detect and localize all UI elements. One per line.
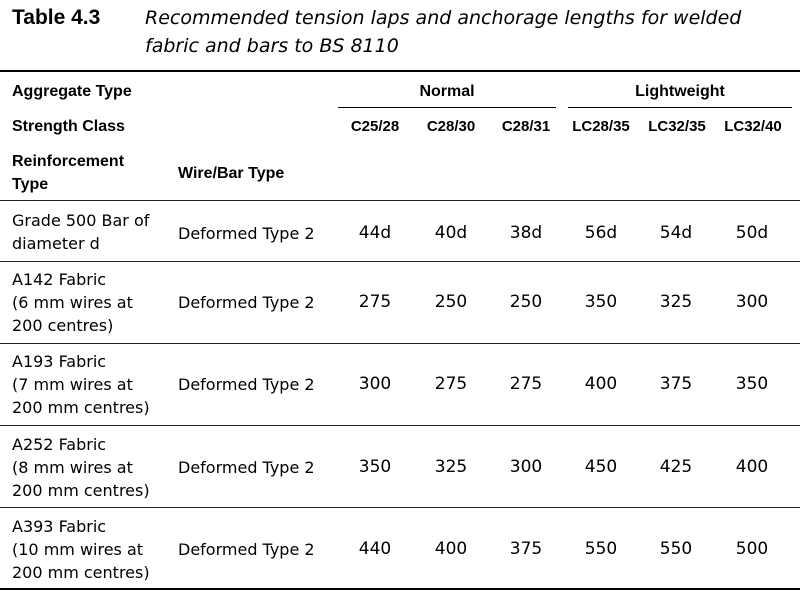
reinforcement-line: 200 mm centres) — [12, 481, 150, 500]
value-cell: 500 — [735, 539, 769, 559]
value-cell: 325 — [434, 457, 468, 477]
row-divider — [0, 507, 800, 508]
strength-class-header: Strength Class — [12, 118, 125, 135]
bottom-rule — [0, 588, 800, 590]
value-cell: 40d — [434, 223, 468, 243]
value-cell: 300 — [735, 292, 769, 312]
value-cell: 250 — [434, 292, 468, 312]
value-cell: 375 — [509, 539, 543, 559]
value-cell: 250 — [509, 292, 543, 312]
header-divider — [0, 200, 800, 201]
reinforcement-line: (10 mm wires at — [12, 540, 144, 559]
value-cell: 350 — [358, 457, 392, 477]
value-cell: 400 — [735, 457, 769, 477]
wire-bar-type-header: Wire/Bar Type — [178, 165, 285, 182]
reinforcement-cell: Grade 500 Bar of diameter d — [12, 209, 172, 255]
reinforcement-line: (8 mm wires at — [12, 458, 133, 477]
row-divider — [0, 425, 800, 426]
reinforcement-line: (7 mm wires at — [12, 375, 133, 394]
wire-bar-type-cell: Deformed Type 2 — [178, 224, 315, 243]
value-cell: 375 — [659, 374, 693, 394]
value-cell: 350 — [735, 374, 769, 394]
value-cell: 300 — [509, 457, 543, 477]
row-divider — [0, 261, 800, 262]
value-cell: 50d — [735, 223, 769, 243]
lightweight-group-underline — [568, 107, 792, 108]
class-header: LC32/40 — [724, 118, 782, 135]
wire-bar-type-cell: Deformed Type 2 — [178, 375, 315, 394]
value-cell: 275 — [434, 374, 468, 394]
value-cell: 275 — [509, 374, 543, 394]
value-cell: 44d — [358, 223, 392, 243]
value-cell: 425 — [659, 457, 693, 477]
value-cell: 54d — [659, 223, 693, 243]
value-cell: 350 — [584, 292, 618, 312]
reinforcement-cell: A193 Fabric (7 mm wires at 200 mm centre… — [12, 350, 172, 419]
top-rule — [0, 70, 800, 72]
reinforcement-line: A142 Fabric — [12, 270, 107, 289]
value-cell: 550 — [659, 539, 693, 559]
reinforcement-line: Grade 500 Bar of — [12, 211, 150, 230]
reinforcement-line: diameter d — [12, 234, 100, 253]
lightweight-group-header: Lightweight — [635, 83, 725, 100]
value-cell: 550 — [584, 539, 618, 559]
reinforcement-cell: A252 Fabric (8 mm wires at 200 mm centre… — [12, 433, 172, 502]
value-cell: 400 — [434, 539, 468, 559]
reinforcement-line: 200 mm centres) — [12, 563, 150, 582]
reinforcement-line: 200 mm centres) — [12, 398, 150, 417]
reinforcement-line: A252 Fabric — [12, 435, 107, 454]
value-cell: 325 — [659, 292, 693, 312]
normal-group-underline — [338, 107, 556, 108]
reinforcement-cell: A142 Fabric (6 mm wires at 200 centres) — [12, 268, 172, 337]
value-cell: 275 — [358, 292, 392, 312]
value-cell: 38d — [509, 223, 543, 243]
class-header: LC32/35 — [648, 118, 706, 135]
wire-bar-type-cell: Deformed Type 2 — [178, 458, 315, 477]
class-header: C28/31 — [501, 118, 551, 135]
reinforcement-type-header: Reinforcement Type — [12, 153, 125, 193]
reinforcement-line: A393 Fabric — [12, 517, 107, 536]
row-divider — [0, 343, 800, 344]
class-header: C28/30 — [426, 118, 476, 135]
value-cell: 440 — [358, 539, 392, 559]
reinforcement-cell: A393 Fabric (10 mm wires at 200 mm centr… — [12, 515, 172, 584]
normal-group-header: Normal — [419, 83, 475, 100]
value-cell: 400 — [584, 374, 618, 394]
table-title: Recommended tension laps and anchorage l… — [145, 7, 742, 57]
reinforcement-line: 200 centres) — [12, 316, 114, 335]
aggregate-type-header: Aggregate Type — [12, 83, 132, 100]
wire-bar-type-cell: Deformed Type 2 — [178, 293, 315, 312]
table-number: Table 4.3 — [12, 6, 101, 29]
value-cell: 450 — [584, 457, 618, 477]
value-cell: 56d — [584, 223, 618, 243]
value-cell: 300 — [358, 374, 392, 394]
class-header: LC28/35 — [572, 118, 630, 135]
wire-bar-type-cell: Deformed Type 2 — [178, 540, 315, 559]
class-header: C25/28 — [350, 118, 400, 135]
reinforcement-line: (6 mm wires at — [12, 293, 133, 312]
reinforcement-line: A193 Fabric — [12, 352, 107, 371]
